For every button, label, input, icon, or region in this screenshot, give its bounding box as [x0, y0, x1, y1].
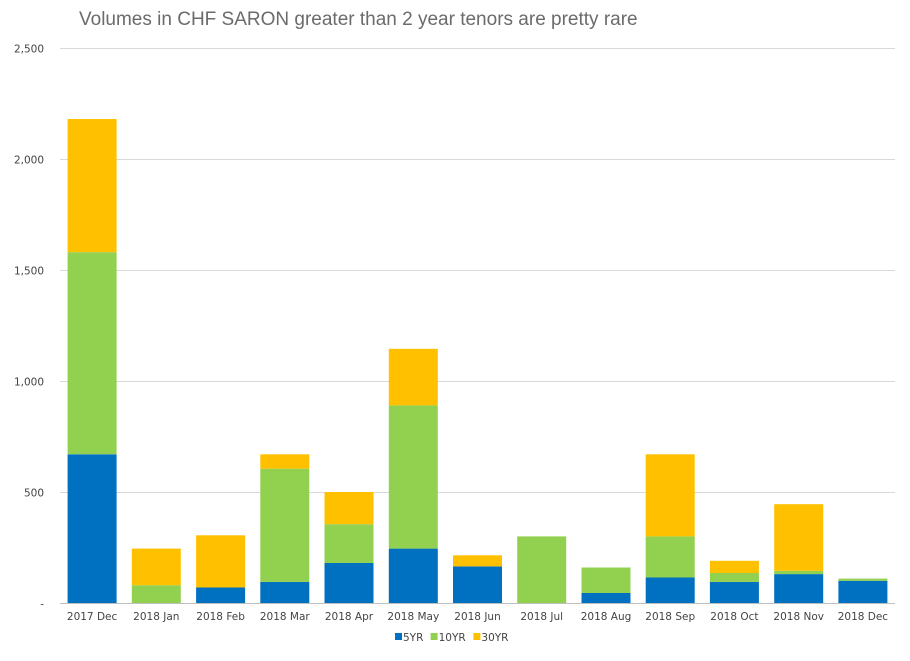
bar-10yr-2017-dec: [67, 252, 117, 455]
bar-30yr-2018-may: [388, 348, 438, 406]
bar-5yr-2017-dec: [67, 454, 117, 603]
chart-title: Volumes in CHF SARON greater than 2 year…: [79, 9, 638, 30]
y-tick-label: 1,000: [14, 377, 44, 389]
x-tick-label: 2018 Dec: [838, 611, 889, 623]
y-tick-label: 2,500: [14, 44, 44, 56]
gridlines: [60, 48, 895, 604]
bar-5yr-2018-sep: [645, 577, 695, 603]
legend-swatch-5yr: [395, 633, 402, 640]
bar-5yr-2018-nov: [774, 574, 824, 603]
bar-5yr-2018-jun: [453, 566, 502, 603]
y-tick-label: 2,000: [14, 155, 44, 167]
bar-30yr-2018-sep: [645, 454, 695, 537]
legend-label-30yr: 30YR: [481, 632, 508, 644]
x-tick-label: 2018 Jun: [454, 611, 500, 623]
legend-swatch-30yr: [473, 633, 481, 640]
x-tick-label: 2018 Nov: [773, 611, 824, 623]
bar-30yr-2018-feb: [196, 535, 246, 588]
x-tick-label: 2018 May: [387, 611, 439, 623]
y-tick-label: -: [40, 599, 44, 611]
bar-30yr-2018-apr: [324, 492, 374, 525]
bar-5yr-2018-dec: [838, 580, 888, 603]
x-tick-label: 2017 Dec: [67, 611, 118, 623]
x-tick-label: 2018 Aug: [581, 611, 632, 623]
x-tick-label: 2018 Apr: [325, 611, 374, 623]
x-tick-label: 2018 Oct: [710, 611, 758, 623]
bar-10yr-2018-nov: [774, 570, 824, 575]
bar-10yr-2018-dec: [838, 578, 888, 581]
legend-swatch-10yr: [430, 633, 438, 640]
bar-5yr-2018-feb: [196, 587, 246, 603]
x-tick-label: 2018 Mar: [260, 611, 311, 623]
bar-10yr-2018-may: [388, 405, 438, 549]
x-tick-label: 2018 Jan: [133, 611, 179, 623]
bar-30yr-2018-jun: [453, 555, 502, 567]
bar-30yr-2018-oct: [709, 560, 759, 573]
y-tick-label: 500: [24, 488, 44, 500]
bar-10yr-2018-jan: [131, 585, 181, 603]
bar-10yr-2018-oct: [709, 573, 759, 582]
bar-5yr-2018-may: [388, 548, 438, 603]
bar-30yr-2018-jan: [131, 548, 181, 586]
y-tick-label: 1,500: [14, 266, 44, 278]
bar-10yr-2018-jul: [517, 536, 567, 603]
x-axis-tick-labels: 2017 Dec 2018 Jan 2018 Feb 2018 Mar 2018 Apr…: [67, 611, 888, 623]
bar-10yr-2018-sep: [645, 536, 695, 578]
bar-5yr-2018-apr: [324, 563, 374, 603]
bar-30yr-2018-nov: [774, 504, 824, 571]
x-tick-label: 2018 Jul: [520, 611, 563, 623]
bar-5yr-2018-mar: [260, 581, 310, 603]
bars: [67, 119, 888, 603]
bar-10yr-2018-mar: [260, 468, 310, 582]
bar-10yr-2018-apr: [324, 524, 374, 563]
bar-30yr-2018-mar: [260, 454, 310, 469]
legend: 5YR 10YR 30YR: [395, 632, 508, 644]
bar-10yr-2018-aug: [581, 567, 631, 593]
y-axis-tick-labels: - 500 1,000 1,500 2,000 2,500: [14, 44, 44, 611]
legend-label-10yr: 10YR: [439, 632, 466, 644]
x-tick-label: 2018 Sep: [645, 611, 695, 623]
x-tick-label: 2018 Feb: [196, 611, 245, 623]
bar-5yr-2018-oct: [709, 581, 759, 603]
bar-5yr-2018-aug: [581, 593, 631, 603]
legend-label-5yr: 5YR: [403, 632, 423, 644]
bar-30yr-2017-dec: [67, 119, 117, 253]
